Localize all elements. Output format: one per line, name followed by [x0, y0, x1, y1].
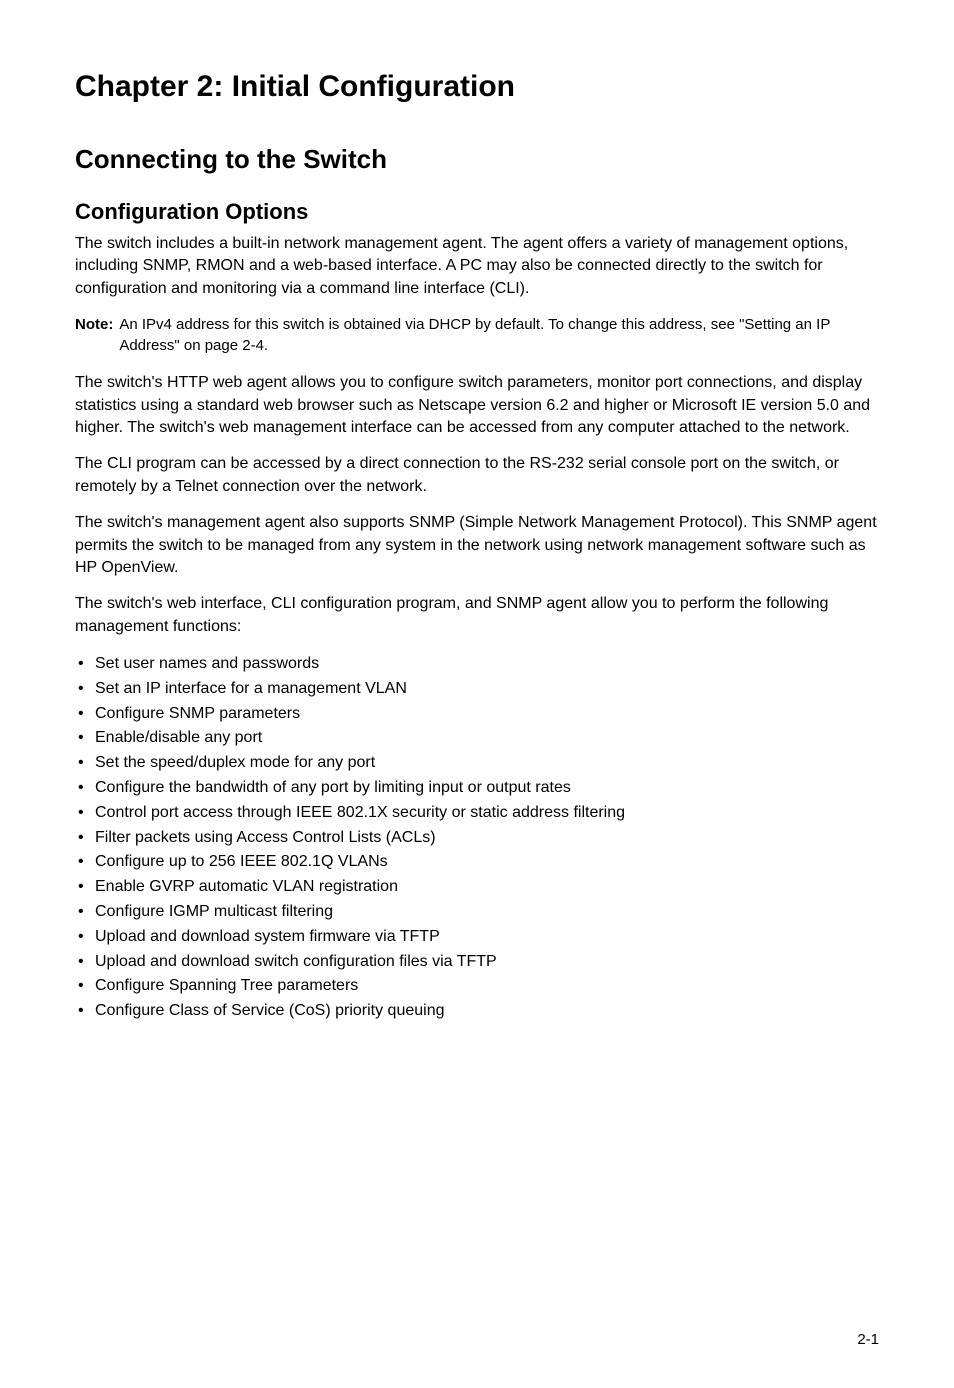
- list-item: Filter packets using Access Control List…: [75, 826, 879, 851]
- list-item: Set an IP interface for a management VLA…: [75, 677, 879, 702]
- list-item: Configure IGMP multicast filtering: [75, 900, 879, 925]
- list-item: Configure Class of Service (CoS) priorit…: [75, 999, 879, 1024]
- paragraph-intro: The switch includes a built-in network m…: [75, 233, 879, 300]
- section-title: Connecting to the Switch: [75, 144, 879, 175]
- list-item: Configure SNMP parameters: [75, 702, 879, 727]
- note-label: Note:: [75, 314, 113, 356]
- list-item: Upload and download system firmware via …: [75, 925, 879, 950]
- paragraph-snmp: The switch's management agent also suppo…: [75, 512, 879, 579]
- list-item: Configure up to 256 IEEE 802.1Q VLANs: [75, 850, 879, 875]
- list-item: Configure the bandwidth of any port by l…: [75, 776, 879, 801]
- note-block: Note: An IPv4 address for this switch is…: [75, 314, 879, 356]
- paragraph-functions-intro: The switch's web interface, CLI configur…: [75, 593, 879, 638]
- note-text: An IPv4 address for this switch is obtai…: [119, 314, 879, 356]
- function-list: Set user names and passwords Set an IP i…: [75, 652, 879, 1024]
- list-item: Set user names and passwords: [75, 652, 879, 677]
- list-item: Set the speed/duplex mode for any port: [75, 751, 879, 776]
- paragraph-cli: The CLI program can be accessed by a dir…: [75, 453, 879, 498]
- list-item: Control port access through IEEE 802.1X …: [75, 801, 879, 826]
- subsection-title: Configuration Options: [75, 199, 879, 225]
- chapter-title: Chapter 2: Initial Configuration: [75, 70, 879, 104]
- paragraph-web-agent: The switch's HTTP web agent allows you t…: [75, 372, 879, 439]
- page-number: 2-1: [857, 1331, 879, 1348]
- list-item: Upload and download switch configuration…: [75, 950, 879, 975]
- list-item: Enable/disable any port: [75, 726, 879, 751]
- list-item: Enable GVRP automatic VLAN registration: [75, 875, 879, 900]
- list-item: Configure Spanning Tree parameters: [75, 974, 879, 999]
